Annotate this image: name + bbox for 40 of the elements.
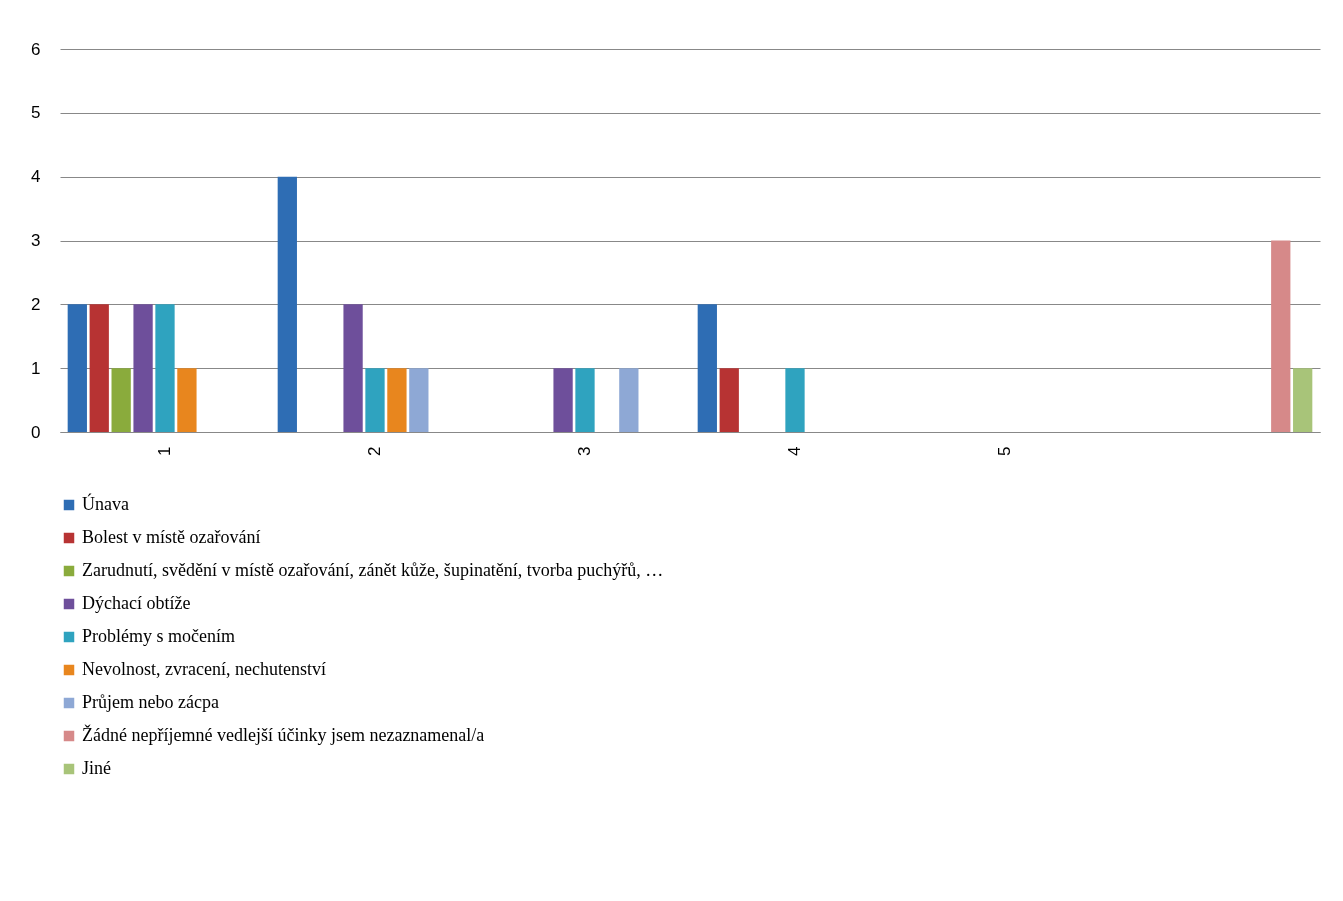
bar — [133, 304, 153, 432]
legend-label: Bolest v místě ozařování — [82, 527, 261, 547]
bar — [785, 368, 805, 432]
bar — [387, 368, 407, 432]
bar — [277, 176, 297, 432]
bar — [575, 368, 595, 432]
bar — [177, 368, 197, 432]
x-tick-label: 2 — [365, 446, 384, 456]
bar — [111, 368, 131, 432]
y-tick-label: 2 — [31, 294, 41, 314]
bar — [619, 368, 639, 432]
legend-label: Problémy s močením — [82, 626, 235, 646]
legend-label: Jiné — [82, 758, 112, 778]
y-tick-label: 4 — [31, 167, 41, 187]
y-tick-label: 6 — [31, 39, 41, 59]
bar — [719, 368, 739, 432]
bar — [343, 304, 363, 432]
x-tick-label: 4 — [785, 446, 804, 456]
legend-label: Nevolnost, zvracení, nechutenství — [82, 659, 326, 679]
legend-label: Dýchací obtíže — [82, 593, 191, 613]
legend-label: Zarudnutí, svědění v místě ozařování, zánět kůže, šupinatění, tvorba puchýřů, … — [82, 560, 664, 580]
bar — [1271, 240, 1291, 432]
bar — [67, 304, 87, 432]
bar — [365, 368, 385, 432]
y-tick-label: 3 — [31, 231, 41, 250]
bar — [697, 304, 717, 432]
bar — [409, 368, 429, 432]
y-tick-label: 1 — [31, 358, 41, 378]
bar — [553, 368, 573, 432]
bar — [1293, 368, 1313, 432]
x-tick-label: 5 — [995, 446, 1014, 456]
bar — [155, 304, 175, 432]
x-tick-label: 3 — [575, 446, 594, 456]
bar — [89, 304, 109, 432]
legend-label: Žádné nepříjemné vedlejší účinky jsem nezaznamenal/a — [82, 724, 485, 745]
legend-label: Únava — [82, 493, 129, 514]
x-tick-label: 1 — [155, 446, 174, 456]
legend-label: Průjem nebo zácpa — [82, 692, 219, 712]
y-tick-label: 0 — [31, 422, 41, 442]
y-tick-label: 5 — [31, 103, 41, 123]
